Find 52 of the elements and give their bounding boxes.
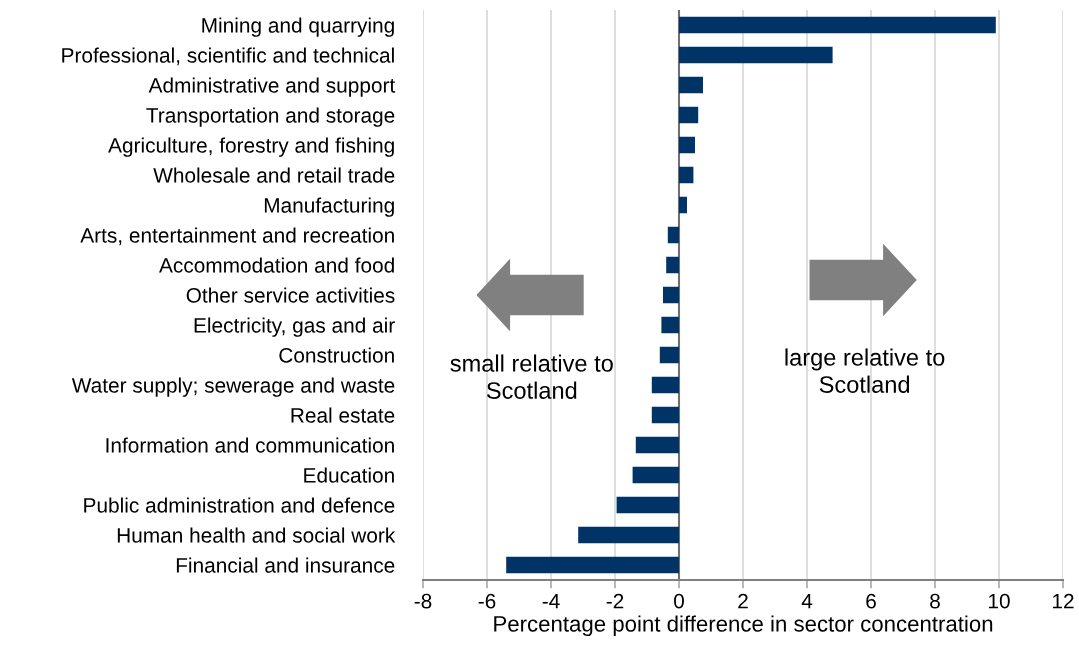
- y-tick-label: Construction: [279, 347, 394, 363]
- bar: [679, 76, 703, 94]
- y-tick-label: Electricity, gas and air: [194, 317, 395, 337]
- bar: [663, 286, 679, 304]
- y-tick-label: Manufacturing: [264, 197, 394, 217]
- bar: [679, 16, 996, 34]
- x-tick-label: -4: [542, 593, 560, 609]
- x-tick-label: 2: [738, 593, 748, 609]
- y-tick-label: Other service activities: [186, 287, 395, 303]
- y-tick-label: Education: [304, 467, 394, 483]
- bar: [659, 346, 679, 364]
- bar: [578, 526, 679, 544]
- y-tick-label: Transportation and storage: [146, 107, 395, 127]
- bar: [679, 196, 687, 214]
- bar: [506, 556, 679, 574]
- y-tick-label: Information and communication: [106, 437, 394, 453]
- x-axis-title: Percentage point difference in sector concentration: [494, 615, 993, 637]
- bar: [679, 46, 833, 64]
- y-tick-label: Accommodation and food: [159, 257, 394, 273]
- annotation: large relative to Scotland: [785, 348, 945, 393]
- x-tick-label: -2: [606, 593, 624, 609]
- bar: [667, 226, 679, 244]
- x-tick-label: 0: [674, 593, 684, 609]
- y-tick-label: Agriculture, forestry and fishing: [108, 137, 394, 157]
- y-tick-label: Administrative and support: [148, 77, 396, 97]
- y-tick-label: Real estate: [291, 407, 395, 423]
- bar: [666, 256, 679, 274]
- x-tick-label: -8: [414, 593, 432, 609]
- bar: [616, 496, 679, 514]
- bar: [679, 136, 695, 154]
- bar: [679, 166, 694, 184]
- bar: [679, 106, 699, 124]
- x-tick-label: 12: [1053, 593, 1074, 609]
- y-tick-label: Mining and quarrying: [202, 17, 394, 37]
- bar: [651, 376, 679, 394]
- y-tick-label: Wholesale and retail trade: [153, 167, 395, 183]
- x-tick-label: 10: [989, 593, 1010, 609]
- bar: [635, 436, 679, 454]
- bar: [661, 316, 679, 334]
- y-tick-label: Financial and insurance: [176, 557, 395, 573]
- x-tick-label: -6: [478, 593, 496, 609]
- x-tick-label: 6: [866, 593, 876, 609]
- bar: [632, 466, 679, 484]
- annotation: small relative to Scotland: [450, 354, 613, 399]
- x-tick-label: 4: [801, 593, 813, 609]
- y-tick-label: Water supply; sewerage and waste: [71, 377, 395, 397]
- y-tick-label: Human health and social work: [117, 527, 396, 543]
- y-tick-label: Arts, entertainment and recreation: [80, 227, 394, 246]
- y-tick-label: Public administration and defence: [84, 497, 395, 513]
- y-tick-label: Professional, scientific and technical: [62, 47, 394, 66]
- bar: [651, 406, 679, 424]
- x-tick-label: 8: [930, 593, 940, 609]
